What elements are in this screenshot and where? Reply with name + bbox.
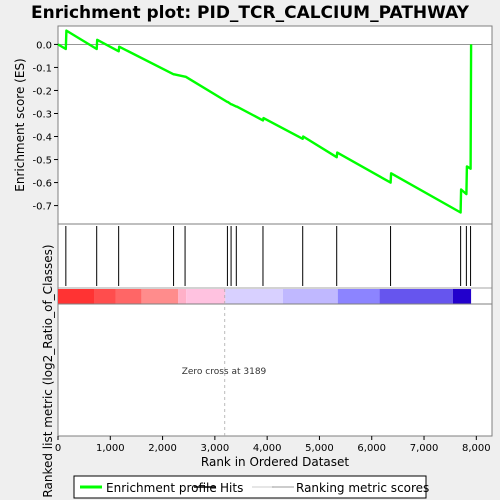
es-tick-label: -0.2 — [32, 86, 52, 97]
rank-tick-label: 5,000 — [305, 443, 334, 454]
ranked-metric-panel — [57, 303, 493, 437]
color-bar-segment — [178, 289, 187, 304]
legend: Enrichment profile Hits Ranking metric sco… — [80, 481, 429, 495]
es-tick-label: 0.0 — [36, 40, 52, 51]
color-bar-segment — [94, 289, 116, 304]
rank-tick-label: 1,000 — [96, 443, 125, 454]
legend-label: Hits — [220, 481, 243, 495]
color-bar-segment — [282, 289, 338, 304]
ranking-color-bar — [58, 289, 472, 304]
chart-title: Enrichment plot: PID_TCR_CALCIUM_PATHWAY — [31, 3, 470, 23]
rank-axis-ticks: 0 1,000 2,000 3,000 4,000 5,000 6,000 7,000 8,00… — [55, 436, 491, 454]
color-bar-segment — [337, 289, 380, 304]
metric-axis-label: Ranked list metric (log2_Ratio_of_Classe… — [41, 244, 55, 497]
color-bar-segment — [379, 289, 453, 304]
es-axis-ticks: 0.0 -0.1 -0.2 -0.3 -0.4 -0.5 -0.6 -0.7 — [32, 40, 58, 213]
rank-tick-label: 6,000 — [357, 443, 386, 454]
es-axis-label: Enrichment score (ES) — [13, 58, 27, 191]
legend-label: Ranking metric scores — [296, 481, 429, 495]
rank-tick-label: 7,000 — [410, 443, 439, 454]
color-bar-segment — [225, 289, 283, 304]
es-tick-label: -0.5 — [32, 156, 52, 167]
rank-axis-label: Rank in Ordered Dataset — [201, 455, 349, 469]
rank-tick-label: 2,000 — [148, 443, 177, 454]
legend-label: Enrichment profile — [106, 481, 217, 495]
color-bar-segment — [115, 289, 142, 304]
zero-cross-annotation: Zero cross at 3189 — [182, 367, 267, 377]
es-tick-label: -0.3 — [32, 109, 52, 120]
rank-tick-label: 0 — [55, 443, 61, 454]
legend-box — [73, 475, 427, 499]
color-bar-segment — [452, 289, 472, 304]
rank-tick-label: 4,000 — [253, 443, 282, 454]
color-bar-segment — [141, 289, 179, 304]
es-tick-label: -0.4 — [32, 133, 52, 144]
color-bar-segment — [58, 289, 95, 304]
es-tick-label: -0.1 — [32, 63, 52, 74]
es-tick-label: -0.7 — [32, 202, 52, 213]
color-bar-segment — [186, 289, 226, 304]
rank-tick-label: 3,000 — [201, 443, 230, 454]
hit-markers — [65, 226, 472, 286]
rank-tick-label: 8,000 — [462, 443, 491, 454]
es-tick-label: -0.6 — [32, 179, 52, 190]
enrichment-profile-line — [57, 29, 473, 214]
